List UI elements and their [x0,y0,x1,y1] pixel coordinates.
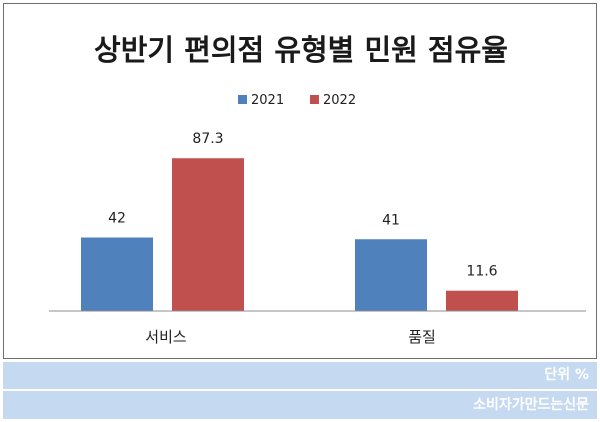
legend-label-2022: 2022 [323,93,356,108]
source-band: 소비자가만드는신문 [3,391,597,419]
legend-swatch-2022 [310,95,319,104]
bar-2022-quality [446,290,518,311]
data-label-2022-quality: 11.6 [466,264,497,280]
unit-label: 단위 % [544,367,589,383]
bar-2021-quality [355,239,427,311]
bar-chart: 상반기 편의점 유형별 민원 점유율 2021 2022 42 41 87.3 11.… [49,33,586,346]
bars: 42 41 87.3 11.6 [81,131,518,311]
chart-frame: 상반기 편의점 유형별 민원 점유율 2021 2022 42 41 87.3 11.… [3,3,597,359]
unit-band: 단위 % [3,362,597,389]
legend-swatch-2021 [238,95,247,104]
chart-title: 상반기 편의점 유형별 민원 점유율 [94,33,508,67]
category-label-quality: 품질 [408,328,436,346]
data-label-2021-quality: 41 [382,212,400,228]
bar-2022-service [172,158,244,311]
bar-2021-service [81,237,153,311]
data-label-2021-service: 42 [108,211,126,227]
legend: 2021 2022 [238,93,356,108]
data-label-2022-service: 87.3 [192,131,223,147]
category-label-service: 서비스 [145,328,187,346]
legend-label-2021: 2021 [251,93,284,108]
source-label: 소비자가만드는신문 [473,397,589,413]
